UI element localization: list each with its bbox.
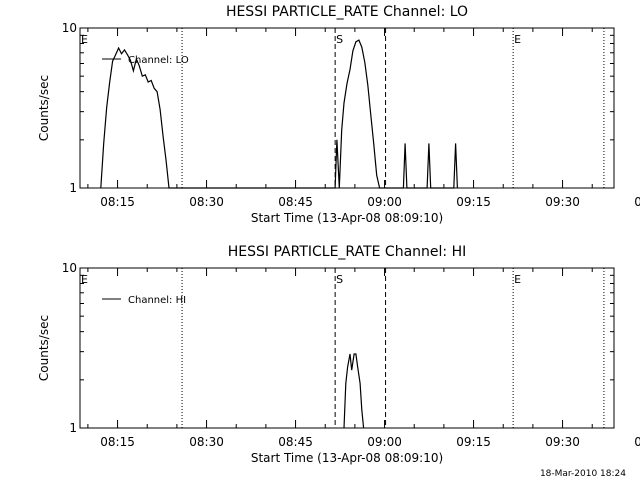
y-tick-label: 1 bbox=[69, 421, 77, 435]
marker-label: S bbox=[336, 33, 343, 46]
x-tick-label: 09:30 bbox=[545, 435, 580, 449]
y-tick-label: 1 bbox=[69, 181, 77, 195]
x-tick-label: 09:00 bbox=[367, 195, 402, 209]
marker-label: E bbox=[514, 33, 521, 46]
marker-label: E bbox=[81, 33, 88, 46]
y-axis-label: Counts/sec bbox=[37, 315, 51, 381]
y-tick-label: 10 bbox=[62, 261, 77, 275]
y-axis-label: Counts/sec bbox=[37, 75, 51, 141]
x-tick-label: 09:15 bbox=[456, 435, 491, 449]
x-tick-label: 08:30 bbox=[189, 195, 224, 209]
x-tick-label: 08:30 bbox=[189, 435, 224, 449]
footer-timestamp: 18-Mar-2010 18:24 bbox=[540, 469, 626, 479]
series-line bbox=[343, 353, 365, 429]
x-tick-label: 08:45 bbox=[278, 435, 313, 449]
marker-label: S bbox=[336, 273, 343, 286]
legend-label: Channel: LO bbox=[128, 55, 189, 66]
x-tick-label: 09:00 bbox=[367, 435, 402, 449]
x-tick-label: 09:15 bbox=[456, 195, 491, 209]
y-tick-label: 10 bbox=[62, 21, 77, 35]
chart-panel-hi: HESSI PARTICLE_RATE Channel: HI 1 10 08:15 0… bbox=[37, 244, 640, 465]
x-tick-label: 09:45 bbox=[634, 435, 640, 449]
plot-frame bbox=[79, 27, 615, 189]
x-axis-label: Start Time (13-Apr-08 08:09:10) bbox=[251, 211, 443, 225]
marker-label: E bbox=[81, 273, 88, 286]
x-axis-label: Start Time (13-Apr-08 08:09:10) bbox=[251, 451, 443, 465]
marker-label: E bbox=[514, 273, 521, 286]
x-tick-label: 08:15 bbox=[100, 195, 135, 209]
x-tick-label: 09:45 bbox=[634, 195, 640, 209]
series-line bbox=[100, 39, 458, 189]
x-tick-label: 08:45 bbox=[278, 195, 313, 209]
x-tick-label: 09:30 bbox=[545, 195, 580, 209]
chart-title: HESSI PARTICLE_RATE Channel: HI bbox=[228, 244, 466, 260]
legend-label: Channel: HI bbox=[128, 295, 186, 306]
chart-panel-lo: HESSI PARTICLE_RATE Channel: LO 1 10 08:15 0… bbox=[37, 4, 640, 225]
x-tick-label: 08:15 bbox=[100, 435, 135, 449]
chart-title: HESSI PARTICLE_RATE Channel: LO bbox=[226, 4, 468, 20]
plot-frame bbox=[79, 267, 615, 429]
